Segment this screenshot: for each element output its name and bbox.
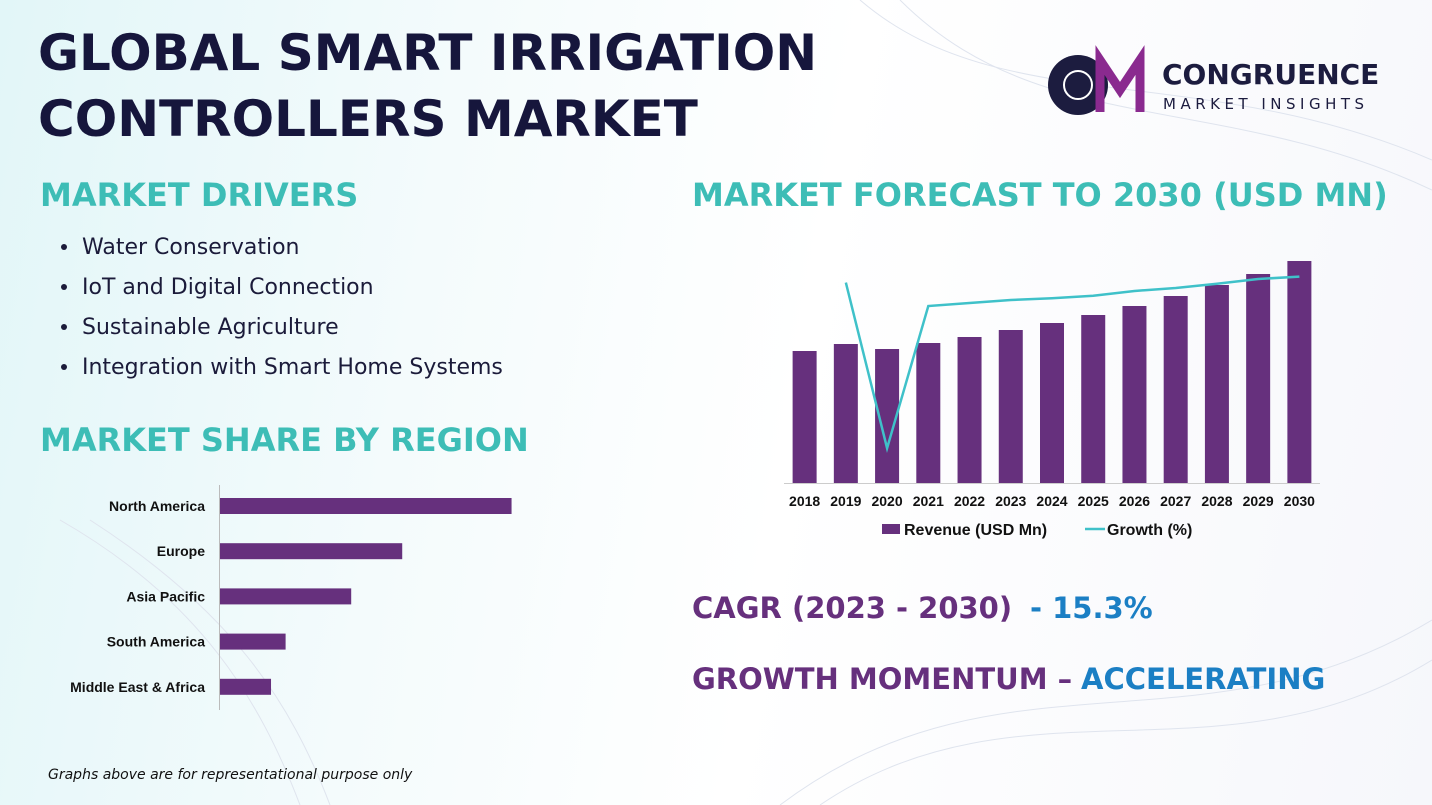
y-tick-label: Europe <box>157 543 205 559</box>
section-heading: MARKET FORECAST TO 2030 (USD MN) <box>692 176 1388 214</box>
title: GLOBAL SMART IRRIGATION <box>38 24 817 82</box>
x-tick-label: 2019 <box>830 493 861 509</box>
bullet-dot <box>61 244 67 250</box>
x-tick-label: 2020 <box>871 493 902 509</box>
x-tick-label: 2026 <box>1119 493 1150 509</box>
bar <box>220 633 286 650</box>
x-tick-label: 2025 <box>1078 493 1109 509</box>
bar <box>220 498 512 514</box>
driver-item: Integration with Smart Home Systems <box>82 355 503 380</box>
bar <box>792 351 817 483</box>
bar <box>1122 306 1147 483</box>
bar <box>1287 261 1312 483</box>
x-tick-label: 2022 <box>954 493 985 509</box>
x-tick-label: 2030 <box>1284 493 1315 509</box>
x-tick-label: 2021 <box>913 493 944 509</box>
logo-icon <box>1048 55 1108 115</box>
cagr-label: CAGR (2023 - 2030) <box>692 591 1012 625</box>
y-tick-label: South America <box>107 634 205 650</box>
x-tick-label: 2028 <box>1201 493 1232 509</box>
decor <box>59 0 1432 805</box>
logo: CONGRUENCE MARKET INSIGHTS <box>1048 45 1379 115</box>
logo-name: CONGRUENCE <box>1162 58 1379 91</box>
bullet-dot <box>61 284 67 290</box>
bullet-dot <box>61 324 67 330</box>
legend-label: Growth (%) <box>1107 522 1192 539</box>
bar <box>1246 274 1271 483</box>
bar <box>1163 296 1188 483</box>
driver-item: Water Conservation <box>82 235 299 260</box>
bar <box>957 337 982 483</box>
bullet-dot <box>61 364 67 370</box>
driver-item: Sustainable Agriculture <box>82 315 339 340</box>
logo-globe <box>1063 70 1093 100</box>
bar <box>1204 285 1229 483</box>
bar <box>1081 315 1106 483</box>
line <box>844 275 1300 454</box>
title: CONTROLLERS MARKET <box>38 90 698 148</box>
logo-m <box>1095 45 1145 112</box>
x-tick-label: 2027 <box>1160 493 1191 509</box>
section-heading: MARKET DRIVERS <box>40 176 358 214</box>
bar <box>1040 323 1064 483</box>
bar <box>220 678 272 695</box>
driver-item: IoT and Digital Connection <box>82 275 374 300</box>
section-heading: MARKET SHARE BY REGION <box>40 421 529 459</box>
momentum-value: ACCELERATING <box>1081 662 1325 696</box>
bar <box>220 543 403 560</box>
y-tick-label: Asia Pacific <box>126 588 205 604</box>
bar <box>998 330 1023 483</box>
momentum-label: GROWTH MOMENTUM – <box>692 662 1072 696</box>
legend-label: Revenue (USD Mn) <box>904 522 1047 539</box>
x-tick-label: 2018 <box>789 493 820 509</box>
y-tick-label: Middle East & Africa <box>70 679 205 695</box>
bar <box>220 588 352 605</box>
footnote: Graphs above are for representational pu… <box>48 767 413 783</box>
legend-swatch <box>882 524 900 534</box>
y-tick-label: North America <box>109 498 205 514</box>
x-tick-label: 2024 <box>1036 493 1067 509</box>
bar <box>916 343 941 483</box>
cagr-value: - 15.3% <box>1030 591 1153 625</box>
bar <box>833 344 858 483</box>
x-tick-label: 2029 <box>1243 493 1274 509</box>
logo-tagline: MARKET INSIGHTS <box>1163 95 1369 113</box>
x-tick-label: 2023 <box>995 493 1026 509</box>
